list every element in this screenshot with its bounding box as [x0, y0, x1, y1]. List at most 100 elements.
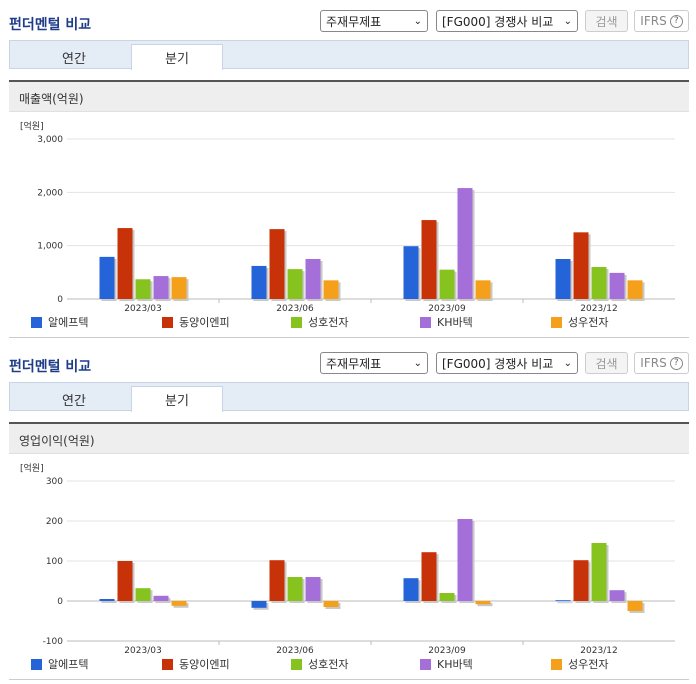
bar-성우전자-2023-12	[627, 601, 643, 611]
bar-성우전자-2023-09	[475, 280, 491, 299]
legend-swatch	[291, 658, 302, 670]
bar-동양이엔피-2023-06	[269, 229, 285, 299]
legend-label: 알에프텍	[48, 316, 89, 329]
legend-item: 성호전자	[291, 314, 348, 330]
legend-item: 동양이엔피	[162, 656, 230, 672]
legend-swatch	[420, 316, 431, 328]
section-title: 펀더멘털 비교	[9, 359, 92, 375]
bar-KH바텍-2023-06	[305, 577, 321, 601]
legend-swatch	[31, 316, 42, 328]
peer-select-value: [FG000] 경쟁사 비교	[442, 14, 554, 29]
bar-동양이엔피-2023-12	[573, 560, 589, 601]
x-tick-label: 2023/06	[276, 646, 314, 656]
legend-label: 성호전자	[308, 658, 349, 671]
x-tick-label: 2023/03	[124, 304, 161, 314]
bar-알에프텍-2023-12	[555, 600, 571, 602]
bar-성호전자-2023-03	[135, 279, 151, 299]
x-tick-label: 2023/06	[276, 304, 314, 314]
search-button[interactable]: 검색	[585, 352, 628, 374]
unit-label: [억원]	[20, 122, 44, 132]
bar-성우전자-2023-03	[171, 277, 187, 299]
statement-select[interactable]: 주재무제표 ⌄	[320, 352, 428, 374]
bar-shadow	[477, 603, 493, 607]
help-icon: ?	[669, 356, 683, 370]
y-tick-label: 3,000	[37, 135, 63, 145]
bar-알에프텍-2023-09	[403, 246, 419, 299]
x-tick-label: 2023/12	[580, 304, 617, 314]
legend-swatch	[551, 658, 562, 670]
search-button[interactable]: 검색	[585, 10, 628, 32]
bar-동양이엔피-2023-06	[269, 560, 285, 601]
peer-select[interactable]: [FG000] 경쟁사 비교 ⌄	[436, 10, 578, 32]
y-tick-label: 300	[46, 477, 63, 487]
y-tick-label: 100	[46, 557, 63, 567]
bar-KH바텍-2023-09	[457, 519, 473, 601]
chevron-down-icon: ⌄	[563, 15, 572, 27]
chart-box: 매출액(억원) [억원] 0 1,000 2,000 3,000 2023/03 2023…	[9, 80, 689, 338]
bar-알에프텍-2023-09	[403, 578, 419, 601]
y-tick-label: 0	[57, 295, 63, 305]
chart-box: 영업이익(억원) [억원] -100 0 100 200 300 2023/03 2023/…	[9, 422, 689, 680]
legend-item: KH바텍	[420, 656, 473, 672]
x-tick-label: 2023/09	[428, 304, 466, 314]
peer-select[interactable]: [FG000] 경쟁사 비교 ⌄	[436, 352, 578, 374]
bar-KH바텍-2023-06	[305, 259, 321, 299]
bar-동양이엔피-2023-09	[421, 220, 437, 299]
unit-label: [억원]	[20, 464, 44, 474]
statement-select[interactable]: 주재무제표 ⌄	[320, 10, 428, 32]
bar-성호전자-2023-03	[135, 588, 151, 601]
y-tick-label: 2,000	[37, 188, 63, 198]
chevron-down-icon: ⌄	[413, 357, 422, 369]
help-icon: ?	[669, 14, 683, 28]
legend-label: 동양이엔피	[179, 658, 230, 671]
tab-annual[interactable]: 연간	[62, 393, 86, 409]
section-title: 펀더멘털 비교	[9, 17, 92, 33]
legend-swatch	[162, 316, 173, 328]
y-tick-label: 200	[46, 517, 63, 527]
period-tabs: 연간 분기	[9, 382, 689, 412]
statement-select-value: 주재무제표	[326, 14, 382, 29]
bar-chart: -100 0 100 200 300 2023/03 2023/06 2023/09 2023/…	[43, 477, 675, 656]
legend-label: 알에프텍	[48, 658, 89, 671]
bar-KH바텍-2023-12	[609, 272, 625, 299]
bar-성호전자-2023-12	[591, 543, 607, 601]
bar-성우전자-2023-06	[323, 601, 339, 607]
chart-title: 영업이익(억원)	[19, 434, 95, 448]
legend-swatch	[31, 658, 42, 670]
peer-select-value: [FG000] 경쟁사 비교	[442, 356, 554, 371]
bar-성호전자-2023-12	[591, 267, 607, 299]
bar-성우전자-2023-12	[627, 280, 643, 299]
bar-알에프텍-2023-12	[555, 259, 571, 299]
bar-성호전자-2023-09	[439, 269, 455, 299]
bar-알에프텍-2023-06	[251, 265, 267, 299]
legend-item: 알에프텍	[31, 656, 88, 672]
x-tick-label: 2023/12	[580, 646, 617, 656]
legend-swatch	[551, 316, 562, 328]
ifrs-help-button[interactable]: IFRS ?	[634, 352, 689, 374]
ifrs-help-button[interactable]: IFRS ?	[634, 10, 689, 32]
statement-select-value: 주재무제표	[326, 356, 382, 371]
y-tick-label: 1,000	[37, 242, 63, 252]
tab-annual[interactable]: 연간	[62, 51, 86, 67]
legend-item: 성우전자	[551, 656, 608, 672]
legend-swatch	[420, 658, 431, 670]
chart-legend: 알에프텍 동양이엔피 성호전자 KH바텍 성우전자	[31, 314, 681, 330]
bar-동양이엔피-2023-09	[421, 552, 437, 601]
x-tick-label: 2023/09	[428, 646, 466, 656]
chart-title-bar: 매출액(억원)	[9, 82, 689, 112]
legend-label: KH바텍	[437, 316, 473, 329]
y-tick-label: 0	[57, 597, 63, 607]
bar-동양이엔피-2023-12	[573, 232, 589, 299]
bar-알에프텍-2023-03	[99, 599, 115, 601]
legend-item: 동양이엔피	[162, 314, 230, 330]
legend-label: KH바텍	[437, 658, 473, 671]
tab-quarterly[interactable]: 분기	[131, 386, 223, 412]
legend-swatch	[291, 316, 302, 328]
fundamental-compare-panel-operating-profit: 펀더멘털 비교 주재무제표 ⌄ [FG000] 경쟁사 비교 ⌄ 검색 IFRS…	[0, 342, 696, 684]
bar-성호전자-2023-06	[287, 577, 303, 601]
tab-quarterly[interactable]: 분기	[131, 44, 223, 70]
bar-KH바텍-2023-09	[457, 188, 473, 299]
bar-shadow	[101, 601, 117, 603]
bar-성호전자-2023-06	[287, 269, 303, 299]
legend-item: 알에프텍	[31, 314, 88, 330]
